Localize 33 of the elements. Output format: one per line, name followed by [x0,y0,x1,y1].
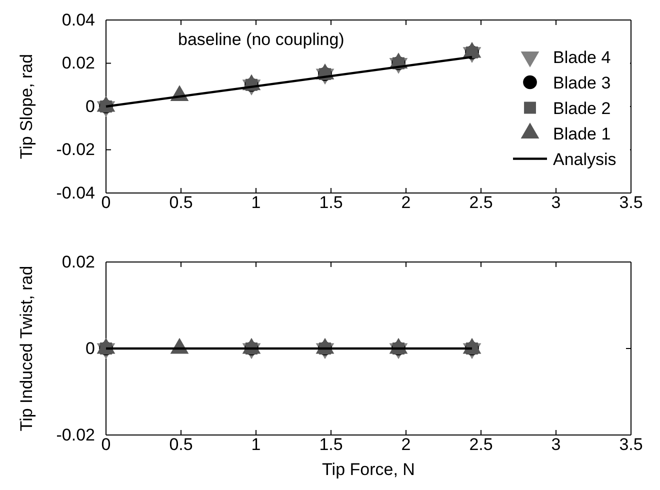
y-tick-label: -0.02 [56,425,95,444]
x-tick-label: 2 [401,435,411,454]
x-tick-label: 1 [251,193,261,212]
x-tick-label: 3.5 [619,193,643,212]
x-tick-label: 3 [551,435,561,454]
x-tick-label: 2.5 [469,435,493,454]
legend-label: Analysis [553,150,616,169]
x-tick-label: 2 [401,193,411,212]
y-tick-label: -0.04 [56,183,95,202]
x-axis-title: Tip Force, N [322,460,415,479]
x-tick-label: 2.5 [469,193,493,212]
legend-label: Blade 3 [553,73,611,92]
x-tick-label: 0.5 [169,435,193,454]
x-tick-label: 1.5 [319,435,343,454]
y-axis-title: Tip Induced Twist, rad [17,266,36,432]
x-tick-label: 0 [101,435,111,454]
y-tick-label: -0.02 [56,140,95,160]
legend-label: Blade 4 [553,48,611,67]
y-tick-label: 0.02 [62,252,95,272]
y-tick-label: 0.02 [62,54,95,73]
legend-label: Blade 1 [553,124,611,144]
x-tick-label: 1.5 [319,193,343,212]
x-tick-label: 1 [251,435,261,454]
annotation: baseline (no coupling) [178,30,344,49]
y-tick-label: 0.04 [62,10,95,30]
y-tick-label: 0 [86,96,95,116]
x-tick-label: 0.5 [169,193,193,212]
x-tick-label: 3.5 [619,435,643,454]
legend-label: Blade 2 [553,98,611,118]
y-tick-label: 0 [86,338,95,358]
y-axis-title: Tip Slope, rad [17,54,36,160]
x-tick-label: 0 [101,193,111,212]
x-tick-label: 3 [551,193,561,212]
